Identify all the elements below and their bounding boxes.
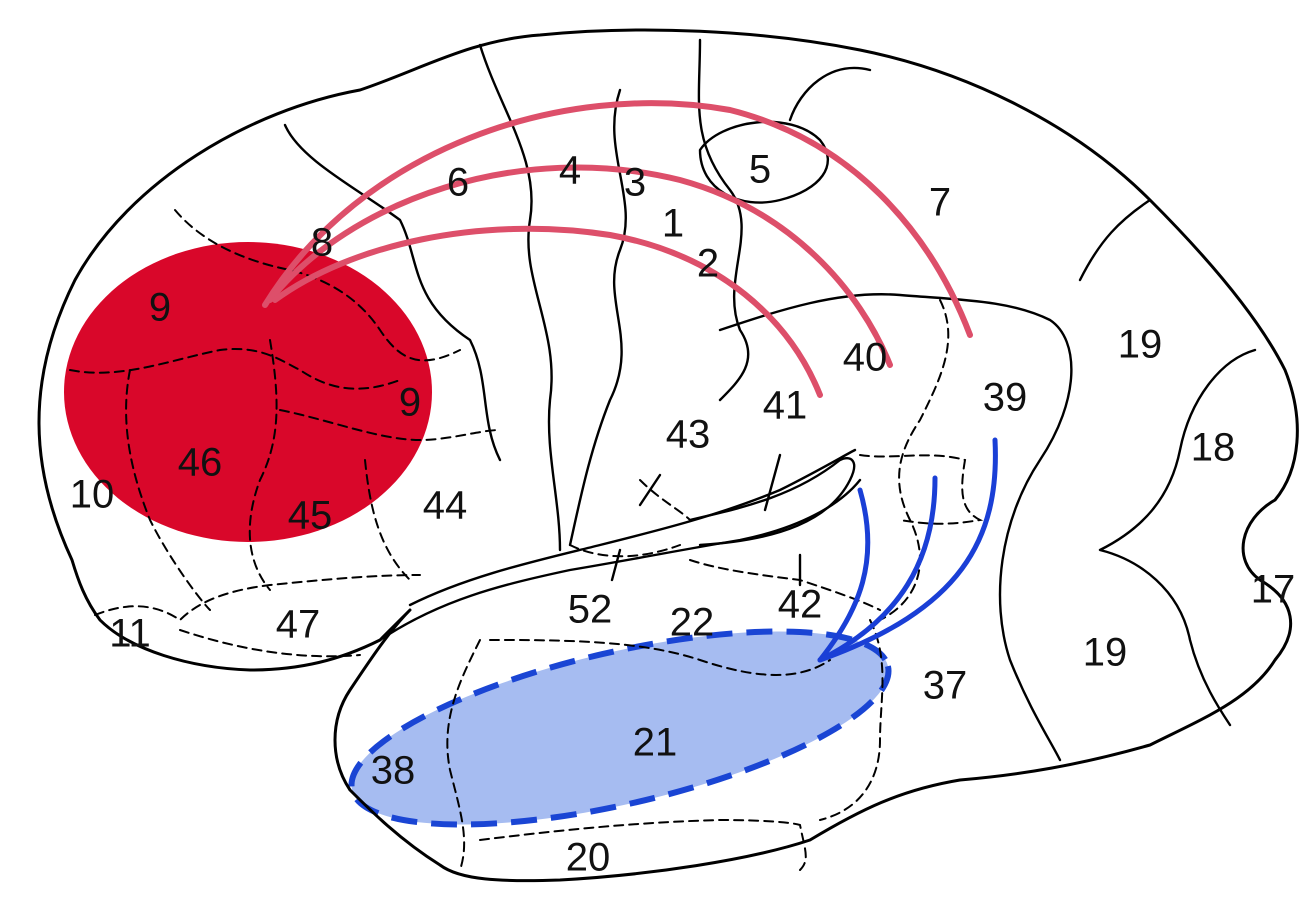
boundary-frontal-4 <box>248 339 278 591</box>
frontal-sulcus <box>283 123 502 462</box>
brain-outline <box>37 28 1299 883</box>
frontal-arc-outer <box>262 100 973 338</box>
area-label-a19-bottom: 19 <box>1083 631 1128 675</box>
temporal-region-highlight <box>348 628 892 828</box>
area-label-a43: 43 <box>666 413 711 457</box>
area-label-a44: 44 <box>423 484 468 528</box>
frontal-region-highlight <box>64 242 432 542</box>
precentral-sulcus <box>478 43 562 552</box>
tick-41 <box>763 453 782 512</box>
area-label-a20: 20 <box>566 836 611 880</box>
boundary-frontal-2 <box>69 348 401 390</box>
tick-43 <box>638 473 662 507</box>
postcentral-sulcus <box>697 38 750 402</box>
area-label-a52: 52 <box>568 588 613 632</box>
area-label-a9-top: 9 <box>149 286 171 330</box>
area-label-a11: 11 <box>109 612 151 656</box>
temporal-arc-3 <box>817 437 998 663</box>
area-label-a46: 46 <box>178 441 223 485</box>
area-label-a41: 41 <box>763 384 808 428</box>
area-label-a38: 38 <box>371 749 416 793</box>
area-label-a42: 42 <box>778 583 823 627</box>
area-label-a7: 7 <box>929 181 951 225</box>
sylvian-fissure-lower <box>378 478 862 642</box>
boundary-orbital-2 <box>179 629 361 658</box>
boundary-superior-temporal <box>489 639 831 676</box>
area-label-a4: 4 <box>559 149 581 193</box>
parietal-border <box>788 67 1152 282</box>
frontal-arc-inner <box>272 225 823 398</box>
area-label-a2: 2 <box>697 242 719 286</box>
frontal-arc-middle <box>267 164 893 368</box>
area-label-a18: 18 <box>1191 426 1236 470</box>
area-label-a5: 5 <box>749 148 771 192</box>
boundary-temporal-inferior <box>479 818 807 871</box>
sylvian-fissure <box>408 448 857 607</box>
area-label-a3: 3 <box>624 161 646 205</box>
area-label-a40: 40 <box>843 336 888 380</box>
area-label-a45: 45 <box>288 494 333 538</box>
supramarginal-border <box>718 293 1073 762</box>
area-label-a17: 17 <box>1251 568 1296 612</box>
area-label-a8: 8 <box>311 221 333 265</box>
occipital-border <box>1098 348 1257 727</box>
boundary-frontal-1 <box>174 209 461 362</box>
boundary-orbital <box>94 574 421 622</box>
area-label-a6: 6 <box>447 161 469 205</box>
area-label-a1: 1 <box>662 202 684 246</box>
boundary-frontal-5 <box>279 409 501 442</box>
area-label-a9-right: 9 <box>399 381 421 425</box>
boundary-area22 <box>859 454 984 525</box>
area-label-a47: 47 <box>276 603 321 647</box>
boundary-area52 <box>569 479 691 558</box>
temporal-arc-2 <box>817 475 938 663</box>
area-label-a39: 39 <box>983 376 1028 420</box>
area-label-a21: 21 <box>633 721 678 765</box>
boundary-parietal-inferior <box>879 299 950 621</box>
tick-52 <box>610 548 622 582</box>
boundary-area37 <box>819 619 884 821</box>
area-label-a37: 37 <box>923 664 968 708</box>
boundary-frontal-3 <box>125 369 211 611</box>
boundary-frontal-6 <box>364 459 411 581</box>
boundary-temporal-vertical <box>446 639 481 871</box>
area-label-a19-top: 19 <box>1118 323 1163 367</box>
temporal-arc-1 <box>817 487 871 663</box>
area-label-a22: 22 <box>670 601 715 645</box>
area-label-a10: 10 <box>70 473 115 517</box>
temporal-border <box>688 457 856 547</box>
